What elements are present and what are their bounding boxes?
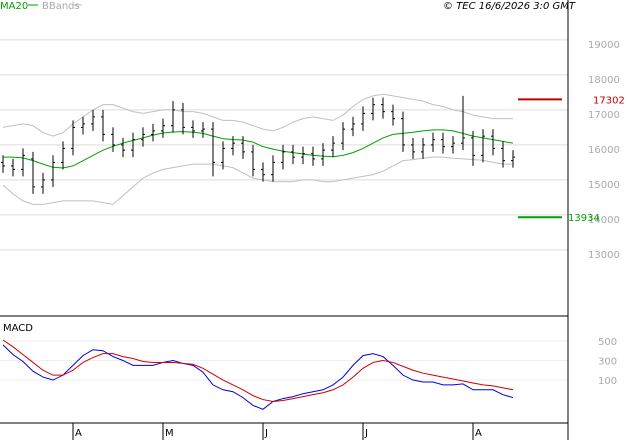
macd-line	[2, 344, 514, 410]
copyright: © TEC 16/6/2026 3:0 GMT	[443, 1, 576, 12]
y-tick-label: 13000	[588, 250, 620, 261]
x-tick-label: A	[475, 428, 482, 439]
y-tick-label: 19000	[588, 40, 620, 51]
ma-line	[3, 129, 514, 169]
y-tick-label: 16000	[588, 145, 620, 156]
legend-bbands: BBands	[42, 1, 80, 12]
y-tick-label: 15000	[588, 180, 620, 191]
x-tick-label: J	[264, 428, 268, 439]
x-tick-label: J	[364, 428, 368, 439]
plot: 13000 14000 15000 16000 17000 18000 19000 17302…	[0, 39, 625, 440]
y-tick-label: 17000	[588, 110, 620, 121]
y-tick-label: 14000	[588, 215, 620, 226]
band-upper	[2, 93, 513, 137]
x-tick-label: A	[75, 428, 82, 439]
macd-line	[2, 339, 514, 403]
y-tick-label: 100	[598, 376, 617, 387]
level-label: 13934	[568, 213, 600, 224]
y-tick-label: 500	[598, 337, 617, 348]
legend-ma20: MA20	[0, 1, 28, 12]
level-label: 17302	[593, 95, 625, 106]
band-lower	[2, 156, 513, 205]
x-tick-label: M	[165, 428, 174, 439]
y-tick-label: 300	[598, 356, 617, 367]
y-tick-label: 18000	[588, 75, 620, 86]
macd-title: MACD	[3, 323, 33, 334]
